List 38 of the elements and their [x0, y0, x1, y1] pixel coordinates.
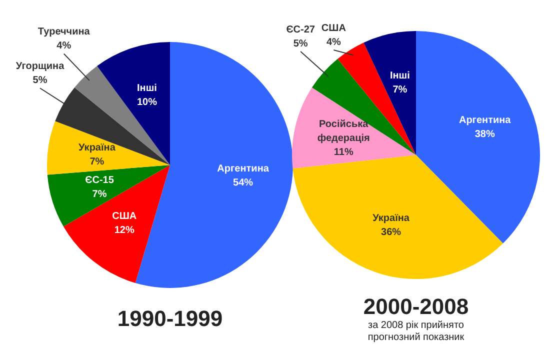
pie-slice	[47, 165, 170, 226]
data-label: 5%	[32, 74, 48, 86]
slice-label: Україна	[78, 142, 116, 154]
pie-slice	[63, 165, 170, 284]
pie-slice	[292, 155, 503, 279]
text: 1990-1999	[117, 306, 223, 331]
text: 2000-2008	[363, 294, 469, 319]
slice-label: Аргентина	[458, 114, 512, 126]
pie-slice	[47, 121, 170, 175]
data-label: 7%	[90, 156, 104, 168]
pie-slice	[312, 58, 416, 155]
pie-slice	[74, 66, 170, 165]
data-label: 38%	[474, 128, 495, 140]
data-label: 4%	[326, 36, 342, 48]
slice-label: Інші	[390, 70, 410, 81]
data-label: 54%	[233, 177, 254, 188]
slice-label: Інші	[137, 82, 158, 94]
slice-label: ЄС-15	[85, 174, 114, 186]
slice-label: Аргентина	[217, 163, 270, 174]
slice-label: Україна	[372, 212, 410, 224]
slice-label: США	[321, 22, 346, 34]
slice-label: Російська федерація	[317, 118, 370, 144]
slice-label: США	[112, 210, 137, 222]
data-label: 5%	[293, 38, 308, 50]
data-label: 4%	[56, 40, 72, 52]
pie-slice	[135, 42, 293, 288]
data-label: 7%	[92, 188, 107, 200]
data-label: 12%	[114, 224, 134, 236]
data-label: 10%	[136, 96, 158, 108]
text: за 2008 рік прийнято прогнозний показник	[368, 320, 465, 343]
slice-label: ЄС-27	[286, 24, 316, 36]
data-label: 7%	[392, 84, 408, 95]
data-label: 36%	[381, 226, 402, 238]
pie-slice	[416, 31, 540, 244]
data-label: 11%	[334, 146, 354, 158]
slice-label: Туреччина	[38, 26, 90, 38]
pie-slice	[292, 88, 416, 168]
slice-label: Угорщина	[16, 60, 65, 72]
